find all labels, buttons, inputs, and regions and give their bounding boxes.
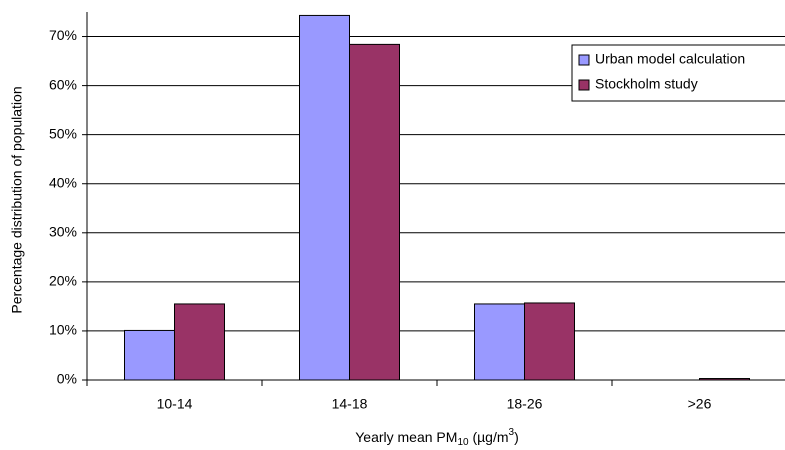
x-axis-label-part: 10 — [457, 437, 469, 448]
y-tick-label: 60% — [49, 76, 77, 92]
y-tick-label: 0% — [57, 371, 77, 387]
legend-label: Stockholm study — [595, 76, 698, 92]
y-tick-label: 20% — [49, 273, 77, 289]
legend-label: Urban model calculation — [595, 51, 745, 67]
y-tick-label: 10% — [49, 322, 77, 338]
bar — [124, 329, 175, 381]
x-axis-label-part: Yearly mean PM — [355, 429, 457, 445]
x-axis-label-part: ) — [514, 429, 519, 445]
bar — [524, 302, 575, 381]
bar — [474, 303, 525, 381]
bar — [174, 303, 225, 381]
x-axis-label: Yearly mean PM10 (µg/m3) — [355, 427, 519, 448]
bar — [299, 14, 350, 381]
bar — [349, 43, 400, 381]
legend-box — [571, 44, 785, 102]
y-tick-label: 40% — [49, 174, 77, 190]
legend-swatch — [578, 54, 590, 66]
legend-swatch — [578, 79, 590, 91]
y-tick-label: 70% — [49, 27, 77, 43]
x-tick-label: 18-26 — [507, 396, 543, 412]
x-tick-label: >26 — [688, 396, 712, 412]
y-tick-label: 50% — [49, 125, 77, 141]
x-tick-label: 14-18 — [332, 396, 368, 412]
y-axis-label: Percentage distribution of population — [9, 86, 25, 313]
x-axis-label-part: 3 — [509, 427, 515, 438]
y-tick-label: 30% — [49, 224, 77, 240]
x-axis-label-part: (µg/m — [469, 429, 509, 445]
x-tick-label: 10-14 — [157, 396, 193, 412]
